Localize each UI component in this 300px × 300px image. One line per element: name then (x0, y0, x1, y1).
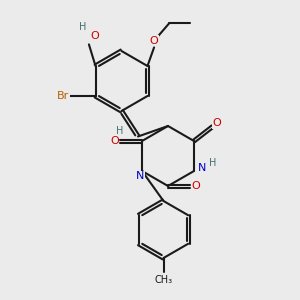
Text: CH₃: CH₃ (154, 274, 172, 285)
Text: H: H (209, 158, 216, 168)
Text: O: O (191, 181, 200, 191)
Text: N: N (198, 163, 207, 173)
Text: N: N (136, 171, 145, 182)
Text: H: H (116, 126, 123, 136)
Text: O: O (213, 118, 221, 128)
Text: O: O (150, 36, 158, 46)
Text: Br: Br (57, 91, 70, 101)
Text: O: O (110, 136, 119, 146)
Text: H: H (79, 22, 86, 32)
Text: O: O (90, 31, 99, 41)
